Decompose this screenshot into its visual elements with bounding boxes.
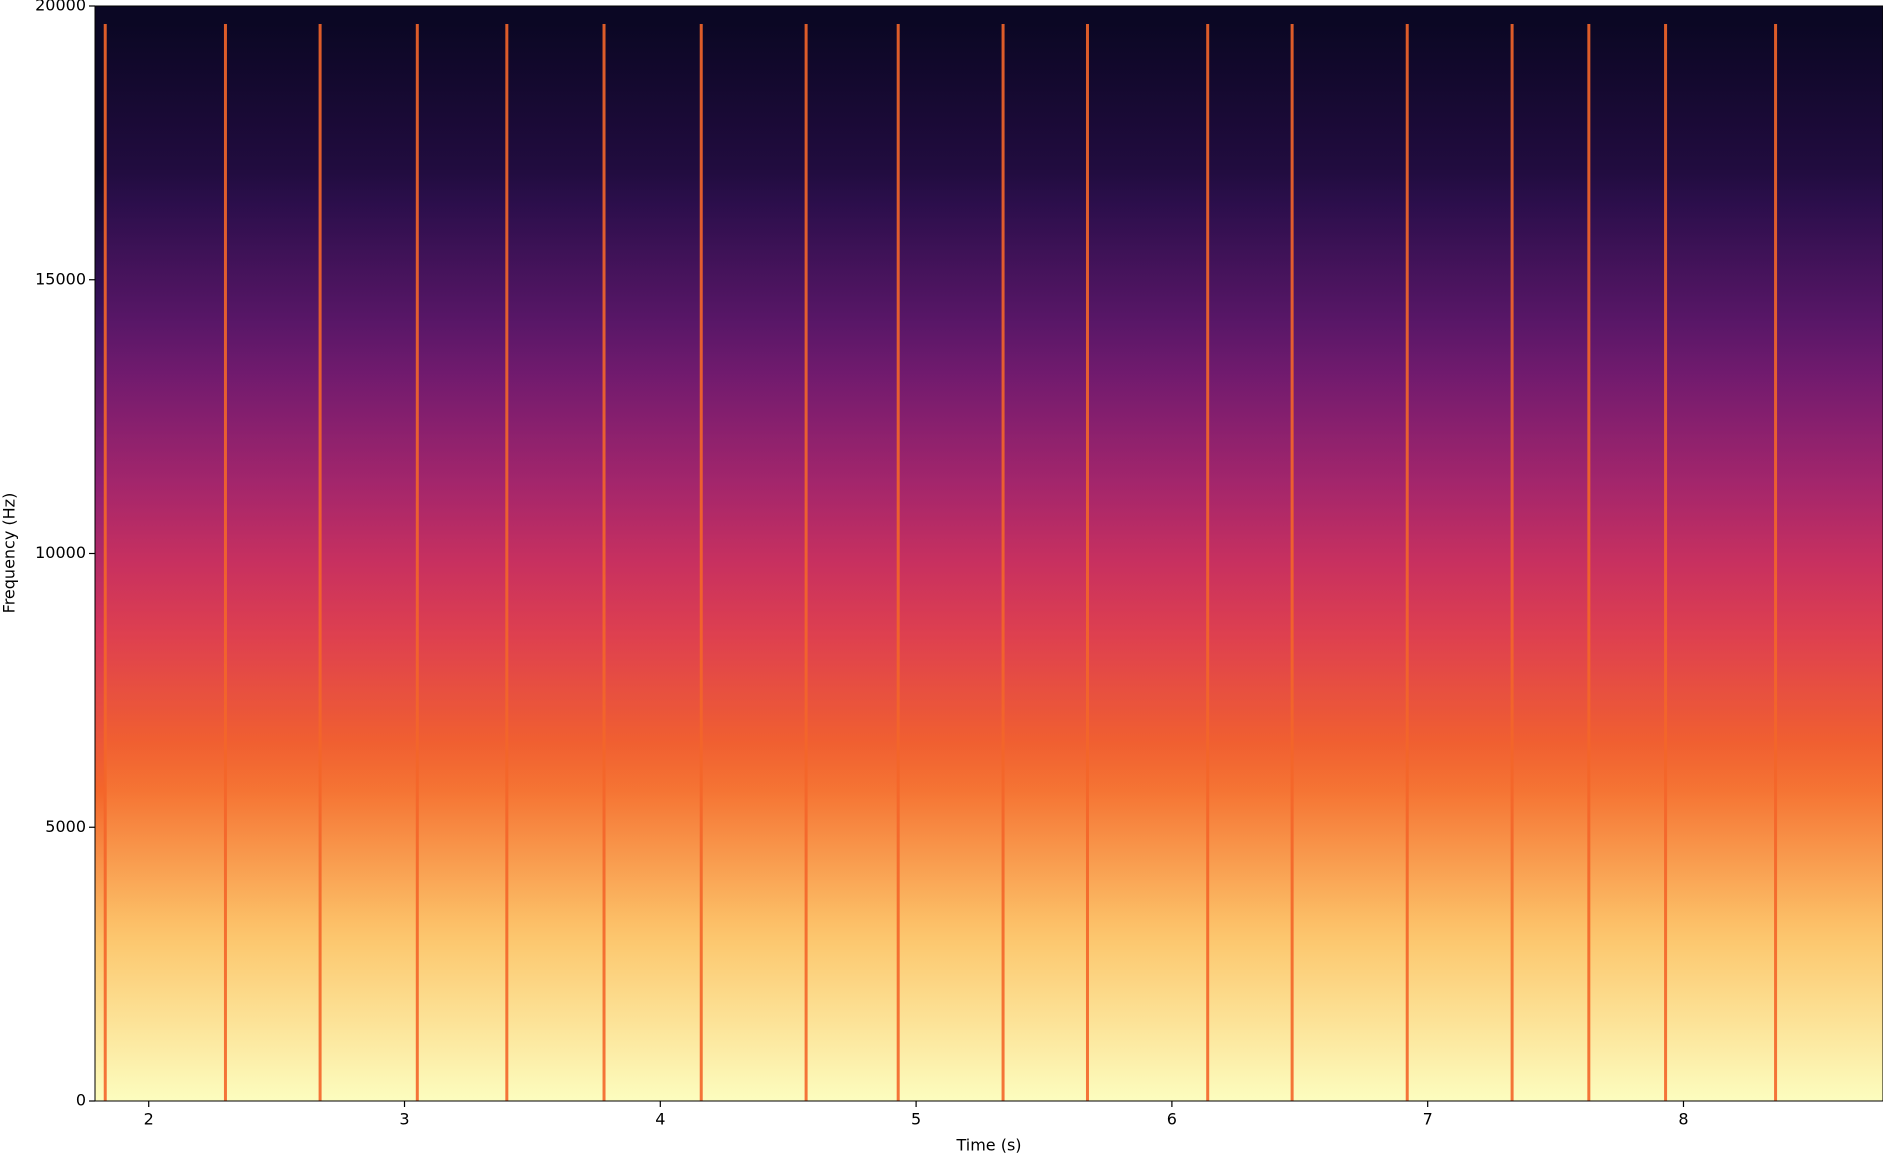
note-segment	[1665, 24, 1776, 1101]
note-segment	[1292, 24, 1408, 1101]
note-segment	[604, 24, 702, 1101]
plot-area	[95, 6, 1883, 1101]
x-tick-label: 5	[911, 1110, 921, 1129]
note-segment	[417, 24, 507, 1101]
note-segment	[1407, 24, 1513, 1101]
y-tick-label: 0	[76, 1091, 86, 1110]
note-segment	[506, 24, 605, 1101]
x-tick-label: 7	[1423, 1110, 1433, 1129]
note-segment	[225, 24, 321, 1101]
y-tick-label: 15000	[35, 269, 86, 288]
y-tick-label: 5000	[45, 817, 86, 836]
x-tick-label: 6	[1167, 1110, 1177, 1129]
y-axis-label: Frequency (Hz)	[0, 493, 19, 614]
note-segment	[701, 24, 807, 1101]
note-segment	[898, 24, 1004, 1101]
note-segment	[1003, 24, 1088, 1101]
note-segment	[105, 24, 226, 1101]
y-tick-label: 20000	[35, 0, 86, 15]
x-tick-label: 8	[1678, 1110, 1688, 1129]
y-tick-label: 10000	[35, 543, 86, 562]
note-segment	[1512, 24, 1589, 1101]
note-segment	[1087, 24, 1208, 1101]
note-segment	[320, 24, 418, 1101]
note-segment	[1775, 24, 1883, 1101]
note-segment	[1588, 24, 1666, 1101]
note-segment	[806, 24, 899, 1101]
note-segment	[1207, 24, 1293, 1101]
x-tick-label: 2	[144, 1110, 154, 1129]
x-tick-label: 4	[655, 1110, 665, 1129]
x-tick-label: 3	[399, 1110, 409, 1129]
x-axis-label: Time (s)	[955, 1136, 1021, 1155]
